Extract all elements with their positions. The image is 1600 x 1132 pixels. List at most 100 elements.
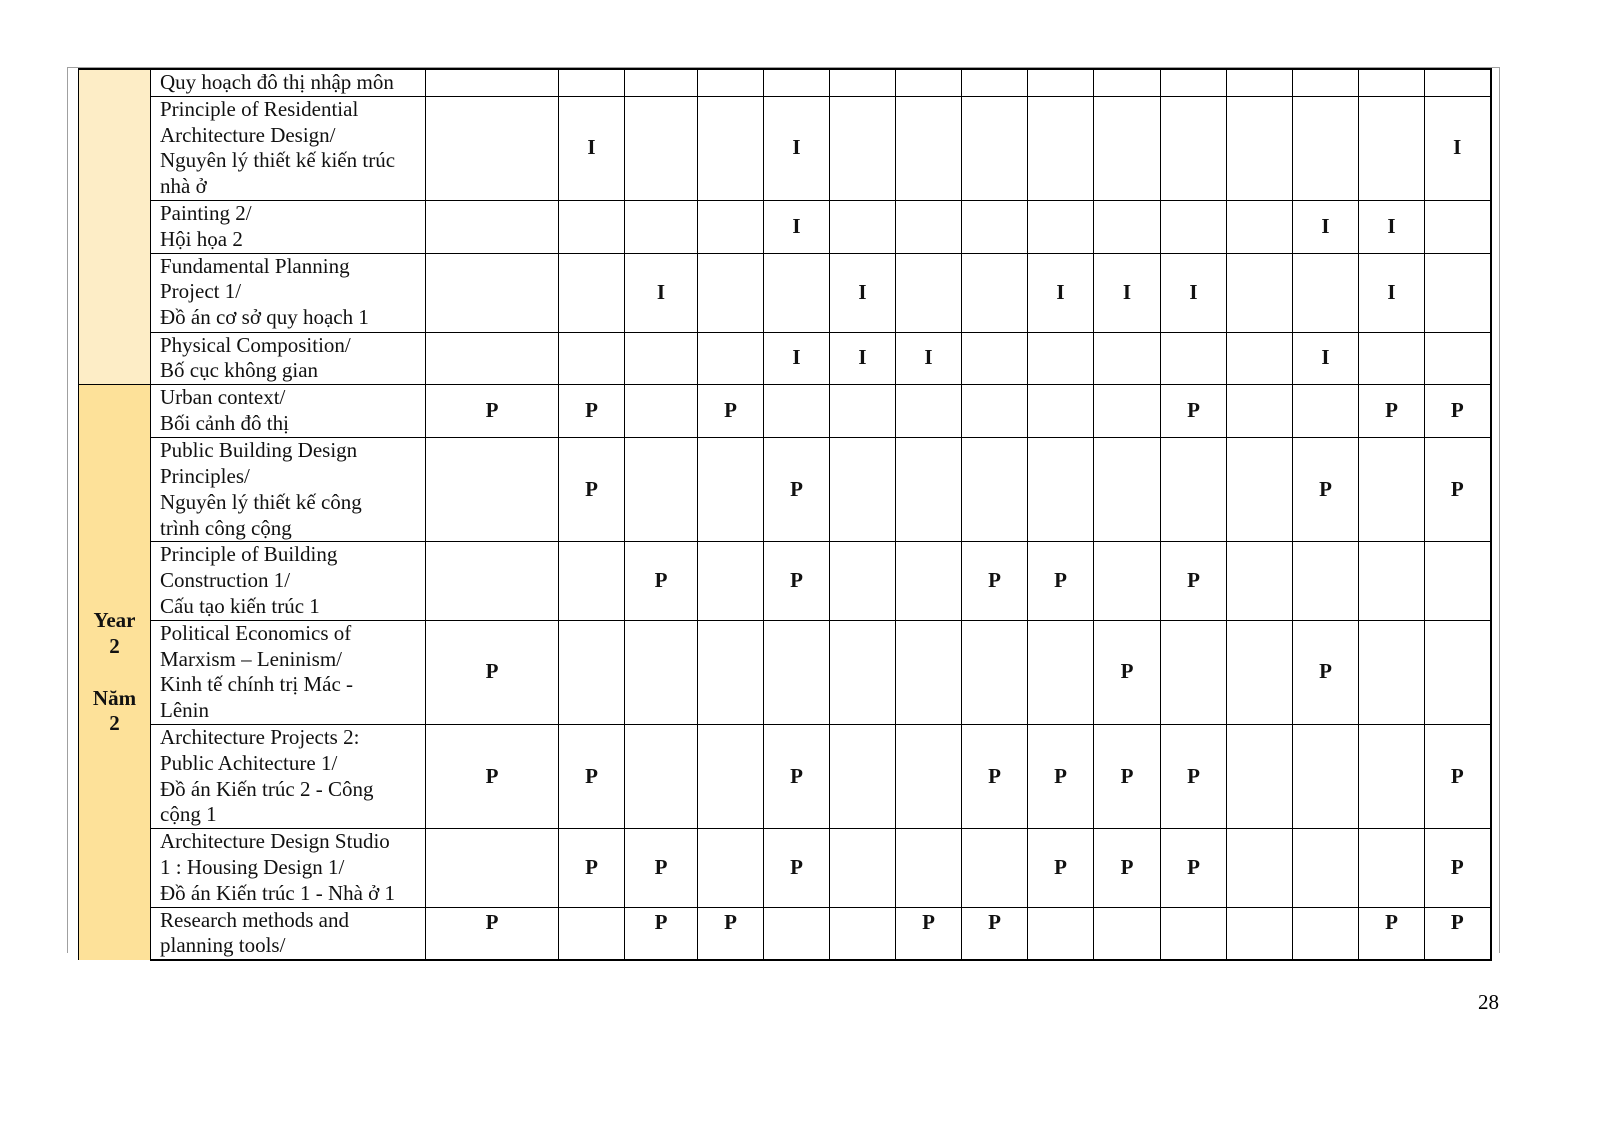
outcome-mark (1027, 906, 1094, 962)
outcome-mark: I (1292, 199, 1359, 254)
table-row: Architecture Projects 2: Public Achitect… (79, 723, 1492, 830)
outcome-mark (961, 95, 1028, 201)
outcome-mark (1160, 331, 1227, 386)
outcome-mark (1093, 95, 1161, 201)
outcome-mark: I (624, 252, 698, 333)
outcome-mark (1027, 384, 1094, 439)
course-name: Political Economics of Marxism – Leninis… (150, 619, 426, 725)
outcome-mark: P (1292, 619, 1359, 725)
outcome-mark: P (763, 541, 830, 621)
outcome-mark (558, 906, 625, 962)
outcome-mark (1424, 252, 1492, 333)
outcome-mark: P (1160, 828, 1227, 908)
outcome-mark: I (1093, 252, 1161, 333)
outcome-mark (1358, 331, 1425, 386)
outcome-mark: P (697, 384, 764, 439)
outcome-mark (829, 723, 896, 830)
outcome-mark (1160, 906, 1227, 962)
outcome-mark (763, 906, 830, 962)
outcome-mark (1160, 95, 1227, 201)
outcome-mark (895, 95, 962, 201)
outcome-mark (1292, 723, 1359, 830)
table-row: Political Economics of Marxism – Leninis… (79, 619, 1492, 725)
outcome-mark (1027, 67, 1094, 97)
outcome-mark (558, 619, 625, 725)
outcome-mark (1292, 384, 1359, 439)
outcome-mark (895, 67, 962, 97)
outcome-mark (697, 252, 764, 333)
outcome-mark (1093, 906, 1161, 962)
outcome-mark (558, 541, 625, 621)
outcome-mark (961, 384, 1028, 439)
table-row: Principle of Building Construction 1/ Cấ… (79, 541, 1492, 621)
outcome-mark: I (1358, 252, 1425, 333)
outcome-mark: P (1093, 619, 1161, 725)
table-row: Fundamental Planning Project 1/ Đồ án cơ… (79, 252, 1492, 333)
outcome-mark (697, 619, 764, 725)
outcome-mark: I (1292, 331, 1359, 386)
outcome-mark (558, 199, 625, 254)
outcome-mark (425, 541, 559, 621)
outcome-mark (1226, 723, 1293, 830)
outcome-mark: P (1160, 723, 1227, 830)
outcome-mark (697, 331, 764, 386)
outcome-mark: P (425, 723, 559, 830)
outcome-mark (697, 67, 764, 97)
outcome-mark (624, 384, 698, 439)
course-name: Architecture Projects 2: Public Achitect… (150, 723, 426, 830)
outcome-mark (895, 723, 962, 830)
course-name: Quy hoạch đô thị nhập môn (150, 67, 426, 97)
outcome-mark: I (763, 331, 830, 386)
outcome-mark (961, 828, 1028, 908)
outcome-mark (1093, 199, 1161, 254)
outcome-mark (1027, 95, 1094, 201)
outcome-mark (1424, 199, 1492, 254)
outcome-mark (961, 619, 1028, 725)
outcome-mark (829, 384, 896, 439)
page-frame (67, 67, 1500, 953)
outcome-mark: P (624, 541, 698, 621)
outcome-mark (624, 331, 698, 386)
outcome-mark (895, 828, 962, 908)
table-row: Quy hoạch đô thị nhập môn (78, 67, 1492, 385)
outcome-mark: P (763, 723, 830, 830)
table-row: Principle of Residential Architecture De… (79, 95, 1492, 201)
outcome-mark (1358, 67, 1425, 97)
outcome-mark (1027, 199, 1094, 254)
course-name: Principle of Building Construction 1/ Cấ… (150, 541, 426, 621)
outcome-mark (558, 67, 625, 97)
outcome-mark (1226, 252, 1293, 333)
outcome-mark (1226, 67, 1293, 97)
outcome-mark: I (1424, 95, 1492, 201)
outcome-mark (1093, 541, 1161, 621)
outcome-mark (895, 384, 962, 439)
outcome-mark (1226, 331, 1293, 386)
outcome-mark: P (425, 906, 559, 962)
outcome-mark: P (763, 828, 830, 908)
outcome-mark: I (1358, 199, 1425, 254)
outcome-mark (1226, 828, 1293, 908)
outcome-mark: P (624, 828, 698, 908)
outcome-mark (1358, 723, 1425, 830)
outcome-mark (895, 199, 962, 254)
course-name: Fundamental Planning Project 1/ Đồ án cơ… (150, 252, 426, 333)
course-name: Architecture Design Studio 1 : Housing D… (150, 828, 426, 908)
outcome-mark: P (624, 906, 698, 962)
outcome-mark (1292, 95, 1359, 201)
outcome-mark (1160, 67, 1227, 97)
outcome-mark (425, 331, 559, 386)
course-name: Urban context/ Bối cảnh đô thị (150, 384, 426, 439)
outcome-mark (1358, 828, 1425, 908)
outcome-mark (1358, 437, 1425, 543)
outcome-mark (763, 384, 830, 439)
outcome-mark (425, 437, 559, 543)
outcome-mark (425, 199, 559, 254)
outcome-mark (1226, 384, 1293, 439)
outcome-mark: I (763, 95, 830, 201)
outcome-mark: P (558, 723, 625, 830)
outcome-mark: I (895, 331, 962, 386)
outcome-mark (624, 95, 698, 201)
outcome-mark (624, 619, 698, 725)
year-label (78, 68, 151, 385)
outcome-mark (558, 331, 625, 386)
